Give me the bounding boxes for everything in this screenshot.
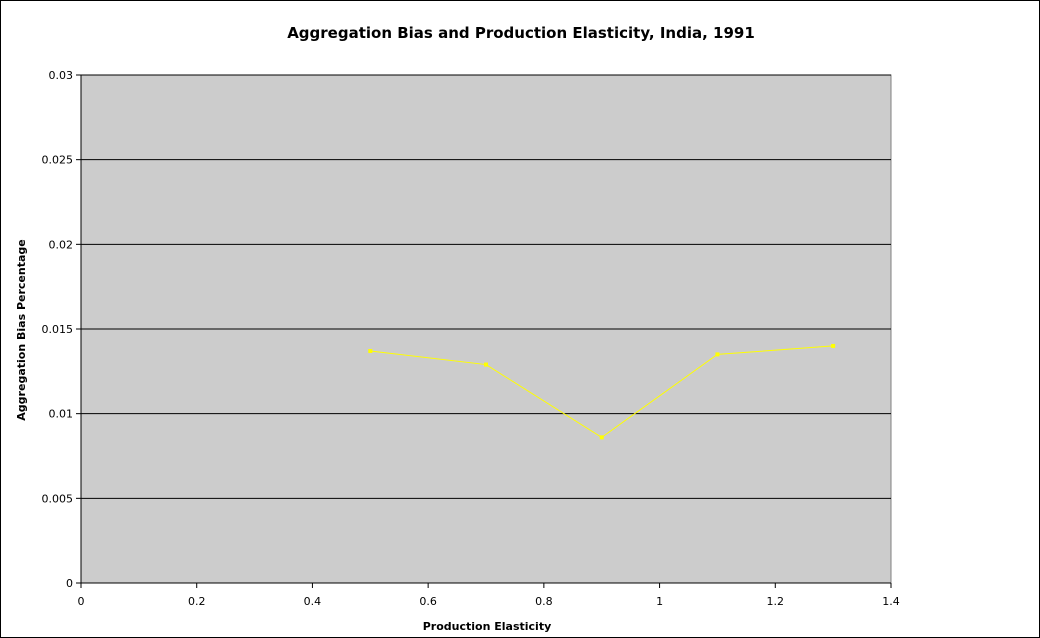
y-tick-label-6: 0.03	[49, 69, 74, 82]
y-tick-label-2: 0.01	[49, 408, 74, 421]
y-tick-label-3: 0.015	[42, 323, 74, 336]
series-layer	[368, 343, 836, 440]
data-point-0-1	[484, 362, 488, 367]
x-tick-label-5: 1	[656, 595, 663, 608]
x-axis-ticks: 0 0.2 0.4 0.6 0.8 1 1.2 1.4	[78, 583, 900, 608]
x-tick-label-2: 0.4	[304, 595, 322, 608]
gridlines	[81, 74, 891, 499]
x-tick-label-1: 0.2	[188, 595, 206, 608]
data-point-0-2	[599, 435, 604, 440]
y-tick-label-4: 0.02	[49, 238, 74, 251]
y-axis-label: Aggregation Bias Percentage	[15, 239, 28, 420]
y-tick-label-0: 0	[66, 577, 73, 590]
chart-title: Aggregation Bias and Production Elastici…	[287, 24, 755, 42]
x-tick-label-0: 0	[78, 595, 85, 608]
x-tick-label-4: 0.8	[535, 595, 553, 608]
x-tick-label-7: 1.4	[882, 595, 900, 608]
data-point-0-0	[368, 349, 373, 354]
y-tick-label-1: 0.005	[42, 492, 74, 505]
x-tick-label-3: 0.6	[419, 595, 437, 608]
y-tick-label-5: 0.025	[42, 154, 74, 167]
data-point-0-3	[715, 352, 720, 357]
data-point-0-4	[831, 343, 836, 348]
x-tick-label-6: 1.2	[767, 595, 785, 608]
x-axis-label: Production Elasticity	[423, 620, 552, 633]
y-axis-ticks: 0 0.005 0.01 0.015 0.02 0.025 0.03	[42, 69, 81, 590]
